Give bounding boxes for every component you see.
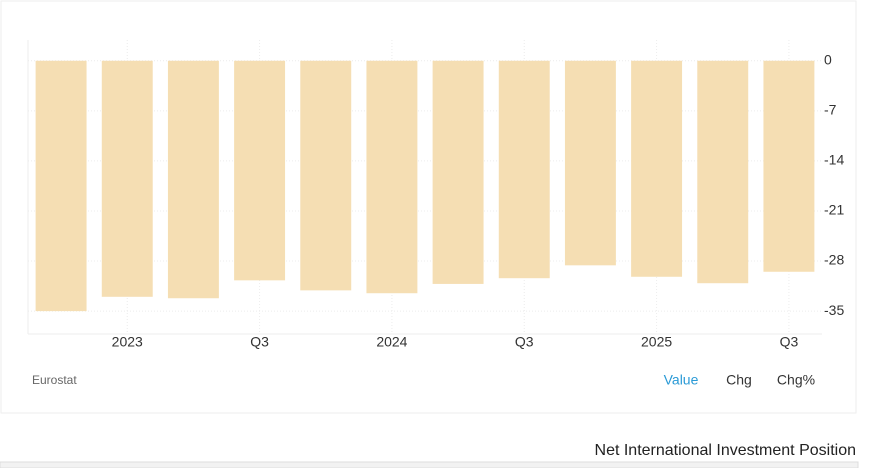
y-tick-label: -7: [824, 102, 837, 118]
y-tick-label: -35: [824, 302, 844, 318]
x-tick-label: Q3: [250, 334, 269, 350]
bar: [432, 60, 484, 284]
x-tick-label: 2023: [112, 334, 143, 350]
bar: [697, 60, 749, 284]
x-tick-label: Q3: [515, 334, 534, 350]
y-tick-label: 0: [824, 51, 832, 67]
mode-button[interactable]: Value: [664, 372, 699, 388]
bar: [366, 60, 418, 294]
bar: [101, 60, 153, 297]
section-title: Net International Investment Position: [595, 442, 856, 459]
bar: [498, 60, 550, 279]
chart-frame: [0, 0, 857, 414]
bar: [763, 60, 815, 272]
y-tick-label: -21: [824, 202, 844, 218]
y-tick-label: -14: [824, 152, 844, 168]
bar: [234, 60, 286, 281]
bar: [564, 60, 616, 266]
bar: [631, 60, 683, 277]
x-tick-label: 2025: [641, 334, 672, 350]
bar: [300, 60, 352, 291]
bar: [35, 60, 87, 312]
mode-button[interactable]: Chg%: [777, 372, 815, 388]
mode-button[interactable]: Chg: [726, 372, 752, 388]
x-tick-label: Q3: [780, 334, 799, 350]
bar: [167, 60, 219, 299]
section-bar: [0, 461, 859, 469]
y-tick-label: -28: [824, 252, 844, 268]
source: Eurostat: [32, 373, 77, 387]
x-tick-label: 2024: [376, 334, 407, 350]
